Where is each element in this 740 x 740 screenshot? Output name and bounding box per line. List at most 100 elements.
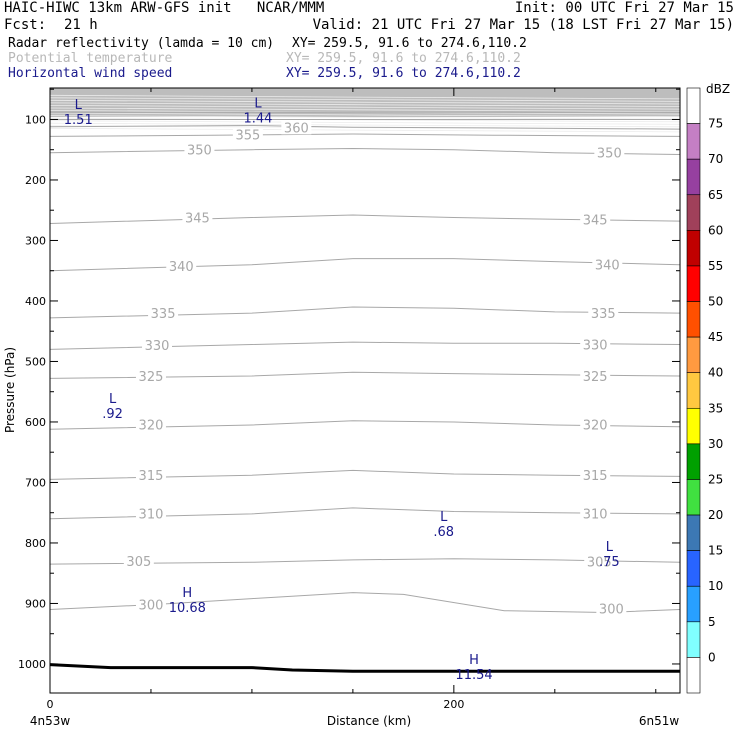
- colorbar-level: 5: [708, 615, 716, 629]
- upper-level-contour: [49, 102, 681, 107]
- colorbar-segment: [686, 407, 701, 445]
- field-theta-xy: XY= 259.5, 91.6 to 274.6,110.2: [286, 51, 521, 66]
- theta-label-mask: [232, 127, 263, 142]
- plot-frame: [49, 87, 681, 694]
- colorbar-level: 35: [708, 401, 723, 415]
- theta-label-340: 340: [595, 259, 620, 274]
- theta-label-335: 335: [591, 307, 616, 322]
- upper-level-contour: [49, 94, 681, 100]
- colorbar-segment: [686, 301, 701, 338]
- colorbar-level: 10: [708, 579, 723, 593]
- colorbar-level: 15: [708, 544, 723, 558]
- theta-label-320: 320: [139, 418, 164, 433]
- theta-contour-315: [49, 469, 681, 480]
- colorbar-level: 30: [708, 437, 723, 451]
- colorbar-segment: [686, 336, 701, 374]
- field-wind-xy: XY= 259.5, 91.6 to 274.6,110.2: [286, 66, 521, 81]
- wind-L-marker: L: [606, 540, 614, 555]
- colorbar-segment: [686, 621, 701, 658]
- theta-label-mask: [588, 306, 619, 321]
- y-tick-label: 100: [25, 113, 46, 126]
- theta-label-mask: [142, 338, 173, 353]
- wind-H-marker: H: [182, 586, 192, 601]
- theta-label-mask: [580, 506, 611, 521]
- theta-label-300: 300: [599, 602, 624, 617]
- colorbar-segment: [686, 657, 701, 694]
- theta-contour-325: [49, 371, 681, 379]
- theta-label-360: 360: [284, 121, 309, 136]
- wind-H-value: 11.54: [455, 668, 492, 683]
- x-tick-label: 0: [47, 698, 54, 711]
- theta-label-330: 330: [583, 339, 608, 354]
- colorbar-level: 20: [708, 508, 723, 522]
- theta-label-mask: [594, 145, 625, 160]
- colorbar-segment: [686, 123, 701, 160]
- theta-contour-330: [49, 341, 681, 350]
- y-tick-label: 700: [25, 476, 46, 489]
- wind-L-value: 1.51: [64, 113, 93, 128]
- theta-contour-345: [49, 214, 681, 224]
- terrain-surface: [49, 663, 680, 673]
- terrain-line: [49, 663, 680, 673]
- theta-label-340: 340: [169, 260, 194, 275]
- field-wind-name: Horizontal wind speed: [8, 66, 173, 81]
- header-model-title: HAIC-HIWC 13km ARW-GFS init NCAR/MMM: [4, 0, 325, 16]
- colorbar-level: 50: [708, 295, 723, 309]
- colorbar-segment: [686, 585, 701, 623]
- theta-label-mask: [123, 554, 154, 569]
- wind-L-value: .92: [102, 407, 123, 422]
- reflectivity-shading: [49, 88, 681, 133]
- theta-contour-300: [49, 592, 681, 614]
- upper-level-contour: [49, 105, 681, 110]
- theta-label-mask: [135, 417, 166, 432]
- colorbar-level: 45: [708, 330, 723, 344]
- colorbar-segment: [686, 87, 701, 124]
- y-tick-label: 900: [25, 597, 46, 610]
- colorbar-segment: [686, 479, 701, 516]
- header-init-time: Init: 00 UTC Fri 27 Mar 15: [514, 0, 734, 16]
- colorbar-segment: [686, 194, 701, 231]
- theta-label-310: 310: [583, 507, 608, 522]
- upper-level-contour: [49, 107, 681, 112]
- colorbar-level: 0: [708, 650, 716, 664]
- wind-L-marker: L: [254, 96, 262, 111]
- wind-L-marker: L: [440, 510, 448, 525]
- theta-label-345: 345: [583, 213, 608, 228]
- field-theta-name: Potential temperature: [8, 51, 173, 66]
- colorbar-level: 75: [708, 117, 723, 131]
- theta-label-mask: [148, 306, 179, 321]
- theta-label-345: 345: [185, 211, 210, 226]
- theta-label-mask: [596, 601, 627, 616]
- wind-L-marker: L: [75, 98, 83, 113]
- theta-label-mask: [135, 368, 166, 383]
- colorbar-segment: [686, 265, 701, 302]
- theta-label-350: 350: [187, 144, 212, 159]
- theta-label-mask: [584, 554, 615, 569]
- x-endpoint-left: 4n53w: [30, 714, 71, 728]
- theta-contour-305: [49, 558, 681, 565]
- theta-label-350: 350: [597, 147, 622, 162]
- theta-label-300: 300: [139, 599, 164, 614]
- theta-label-mask: [135, 597, 166, 612]
- theta-label-325: 325: [139, 370, 164, 385]
- theta-label-305: 305: [126, 555, 151, 570]
- field-reflectivity-name: Radar reflectivity (lamda = 10 cm): [8, 36, 275, 51]
- theta-label-310: 310: [139, 507, 164, 522]
- y-tick-label: 400: [25, 295, 46, 308]
- field-reflectivity-xy: XY= 259.5, 91.6 to 274.6,110.2: [292, 36, 527, 51]
- upper-level-contour: [49, 127, 681, 133]
- theta-contour-340: [49, 258, 681, 272]
- colorbar-segment: [686, 230, 701, 267]
- wind-H-value: 10.68: [169, 601, 206, 616]
- upper-level-contour: [49, 122, 681, 128]
- axis-ticks: 100 200 300 400 500 600 700 800 900 1000 0 200: [18, 88, 680, 711]
- theta-label-335: 335: [151, 307, 176, 322]
- header-fcst-label: Fcst:: [4, 17, 47, 33]
- theta-label-mask: [580, 368, 611, 383]
- y-tick-label: 200: [25, 174, 46, 187]
- theta-contour-320: [49, 420, 681, 430]
- theta-contour-350: [49, 147, 681, 155]
- colorbar-level: 40: [708, 366, 723, 380]
